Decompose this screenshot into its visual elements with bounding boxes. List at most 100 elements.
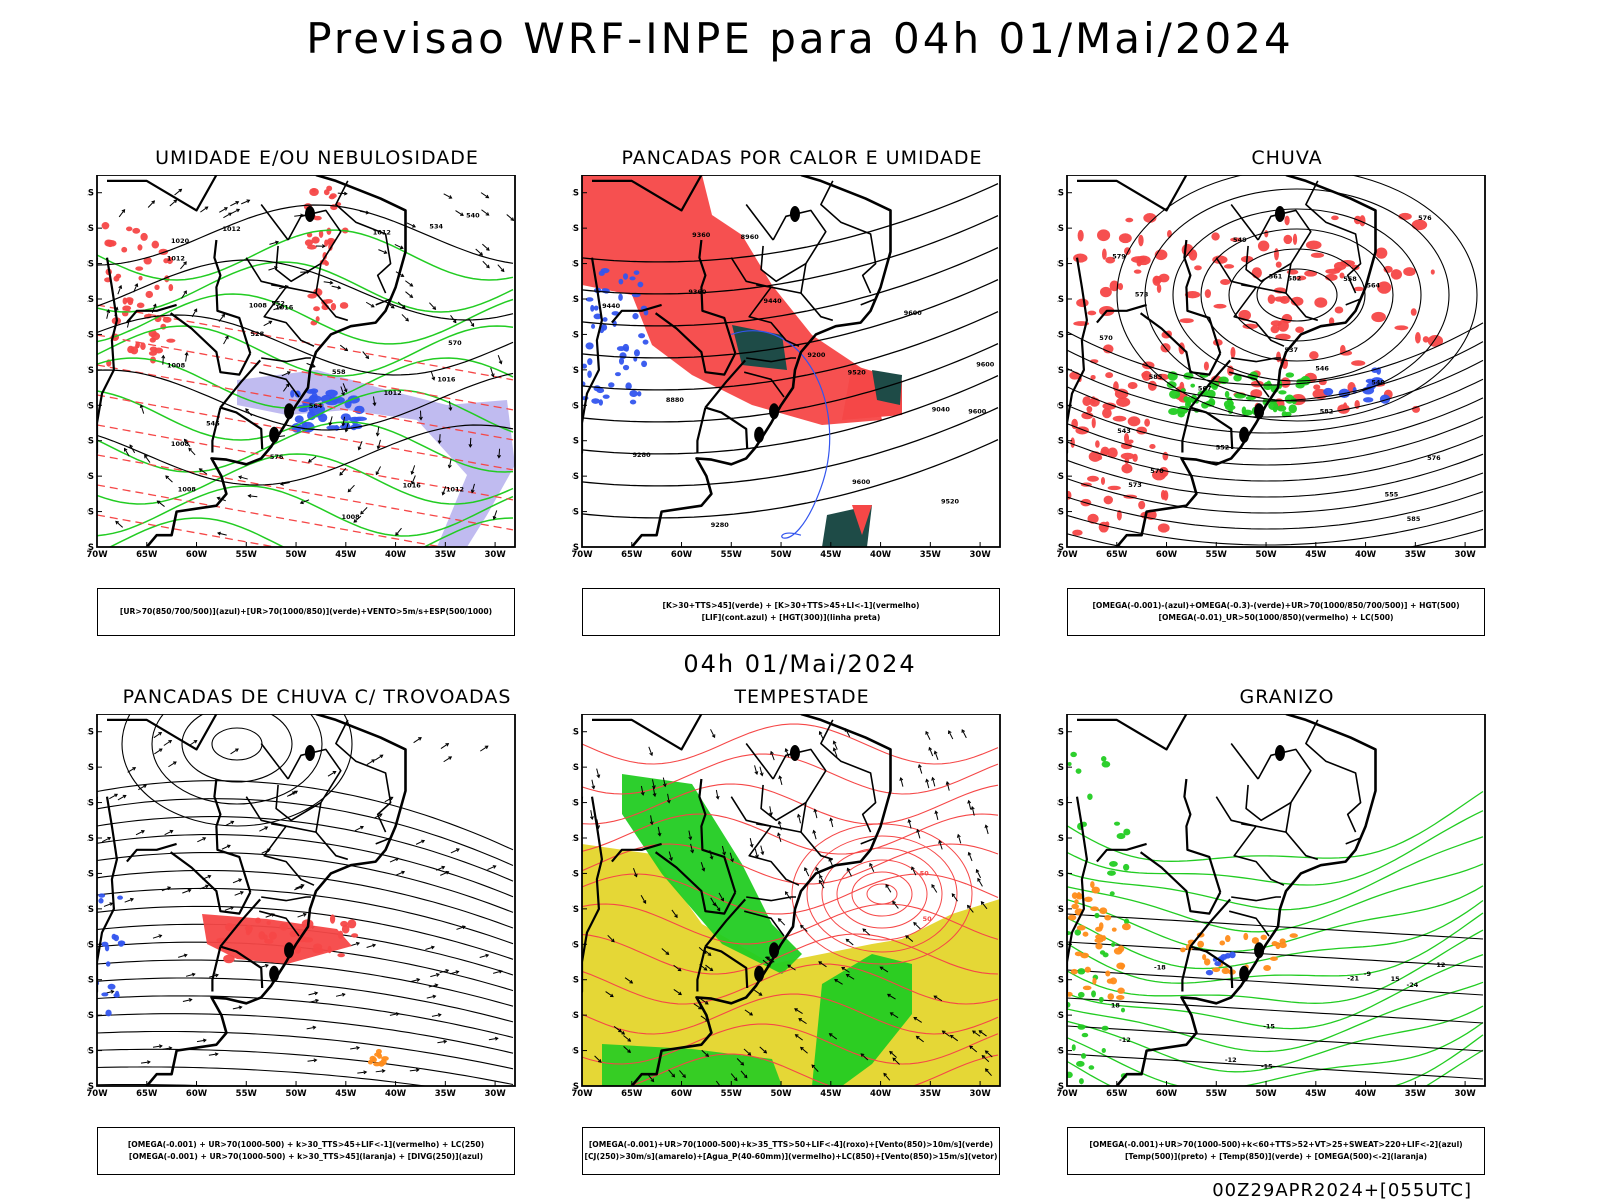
lon-tick-label: 45W	[335, 550, 357, 560]
contour-label: 9440	[602, 302, 621, 310]
rain-red	[1131, 256, 1147, 263]
lon-tick-label: 60W	[1156, 550, 1178, 560]
rain-red	[1105, 372, 1113, 378]
lif-contour	[587, 371, 592, 378]
rain-red	[1283, 235, 1292, 244]
lat-tick-label: 12S	[572, 189, 579, 199]
rain-red	[1340, 350, 1352, 355]
divergence-blue	[101, 992, 108, 996]
state-border	[746, 744, 773, 780]
contour-label: 1008	[249, 302, 268, 310]
legend-line: [OMEGA(-0.001)-(azul)+OMEGA(-0.3)-(verde…	[1068, 600, 1484, 612]
dashed-thickness	[102, 222, 110, 229]
rain-red	[1144, 419, 1150, 427]
thunder-red	[302, 937, 313, 942]
lif-contour	[630, 400, 636, 405]
omega-orange	[1243, 933, 1248, 940]
legend-line: [OMEGA(-0.001) + UR>70(1000-500) + k>30_…	[98, 1151, 514, 1163]
dashed-thickness	[166, 339, 175, 343]
omega-orange	[1077, 925, 1086, 931]
lake	[1239, 966, 1249, 982]
rain-red	[1102, 249, 1107, 260]
wind-vector	[846, 939, 853, 945]
lif-contour	[577, 384, 582, 391]
rain-red	[1271, 320, 1282, 326]
dashed-thickness	[154, 348, 163, 354]
wind-vector	[175, 189, 182, 195]
rain-red	[1076, 299, 1088, 307]
lon-tick-label: 60W	[186, 550, 208, 560]
state-border	[1231, 744, 1258, 780]
lake	[1275, 206, 1285, 222]
rain-green	[1278, 390, 1286, 394]
panel-title: UMIDADE E/OU NEBULOSIDADE	[97, 147, 537, 169]
dashed-thickness	[135, 343, 139, 348]
lon-tick-label: 45W	[820, 1089, 842, 1099]
omega-orange	[1074, 899, 1079, 904]
omega-orange	[1084, 897, 1093, 902]
divergence-blue	[101, 942, 108, 947]
lon-tick-label: 55W	[236, 550, 258, 560]
granizo-blue	[1229, 952, 1236, 959]
lat-tick-label: 15S	[87, 763, 94, 773]
lon-tick-label: 35W	[920, 1089, 942, 1099]
rain-red	[1132, 454, 1137, 462]
rain-red	[1070, 437, 1074, 448]
divergence-blue	[91, 958, 97, 963]
lon-tick-label: 30W	[969, 550, 991, 560]
rain-red	[1415, 332, 1421, 344]
state-border	[1231, 205, 1258, 241]
streamline	[97, 1102, 513, 1124]
lake	[1254, 403, 1264, 419]
contour-label: 9600	[976, 361, 995, 369]
rain-red	[1276, 351, 1281, 362]
contour-label: 585	[1149, 373, 1163, 381]
lake	[1275, 745, 1285, 761]
rain-red	[1295, 327, 1304, 333]
contour-label: 1012	[223, 225, 241, 233]
rain-red	[1403, 267, 1415, 276]
lif-contour	[623, 273, 628, 280]
contour-label: 546	[1315, 365, 1329, 373]
wind-vector	[189, 448, 195, 455]
lat-tick-label: 21S	[572, 295, 579, 305]
lon-tick-label: 55W	[1206, 550, 1228, 560]
lat-tick-label: 21S	[572, 834, 579, 844]
humidity-blob	[341, 413, 351, 421]
contour-label: -15	[1261, 1063, 1273, 1071]
rain-red	[1313, 384, 1320, 390]
temp850-contour	[1102, 1048, 1106, 1053]
thunder-red	[351, 933, 358, 937]
legend-line: [UR>70(850/700/500)](azul)+[UR>70(1000/8…	[98, 606, 514, 618]
streamline	[97, 1032, 513, 1069]
streamline	[97, 960, 513, 1006]
lon-tick-label: 35W	[1405, 550, 1427, 560]
rain-red	[1411, 308, 1417, 316]
lat-tick-label: 33S	[572, 976, 579, 986]
temp850-contour	[1070, 752, 1077, 757]
contour-label: 549	[1233, 236, 1247, 244]
lat-tick-label: 30S	[1057, 401, 1064, 411]
contour-label: 540	[1371, 379, 1385, 387]
lif-contour	[637, 282, 643, 288]
contour-label: 1016	[403, 482, 422, 490]
wind-vector	[402, 314, 408, 320]
panel-trovoadas: PANCADAS DE CHUVA C/ TROVOADAS 12S15S18S…	[87, 686, 587, 1186]
lat-tick-label: 24S	[87, 330, 94, 340]
rain-red	[1072, 530, 1082, 536]
thunder-orange	[377, 1053, 382, 1059]
omega-orange	[1114, 948, 1123, 955]
omega-orange	[1085, 967, 1091, 973]
lon-tick-label: 35W	[920, 550, 942, 560]
omega-orange	[1092, 978, 1096, 985]
height-contour	[1067, 511, 1483, 546]
thunder-red	[330, 914, 335, 923]
lon-tick-label: 30W	[484, 550, 506, 560]
lat-tick-label: 24S	[1057, 869, 1064, 879]
rain-red	[1274, 296, 1286, 301]
streamline	[97, 1119, 513, 1124]
lake	[269, 427, 279, 443]
thunder-red	[279, 923, 288, 931]
